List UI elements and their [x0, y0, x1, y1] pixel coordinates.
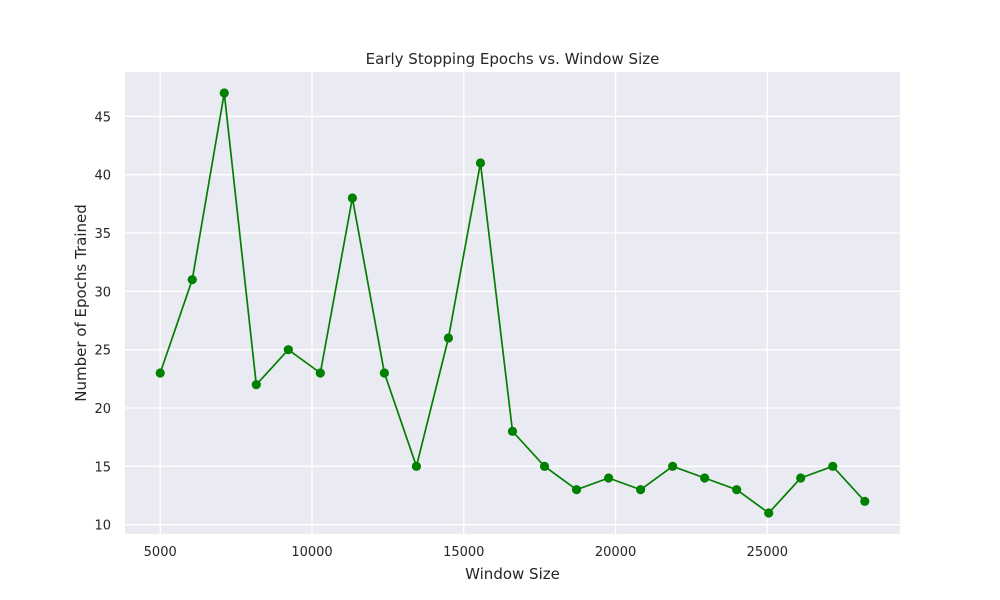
data-point	[379, 368, 389, 378]
data-point	[828, 461, 838, 471]
data-point	[251, 380, 261, 390]
x-tick-label: 20000	[595, 545, 636, 560]
data-point	[571, 485, 582, 495]
data-point	[411, 461, 422, 471]
plot-background	[125, 72, 900, 534]
x-tick-label: 25000	[747, 545, 788, 560]
y-axis-title: Number of Epochs Trained	[72, 204, 90, 402]
data-point	[603, 473, 614, 483]
x-tick-label: 15000	[443, 545, 484, 560]
data-point	[347, 193, 357, 203]
data-point	[187, 275, 197, 285]
x-tick-label: 10000	[291, 545, 332, 560]
chart-title: Early Stopping Epochs vs. Window Size	[366, 50, 660, 68]
data-point	[155, 368, 165, 378]
data-point	[636, 485, 646, 495]
data-point	[283, 345, 293, 355]
data-point	[315, 368, 325, 378]
y-tick-label: 15	[94, 460, 111, 475]
x-axis-ticks: 5000 10000 15000 20000 25000	[144, 545, 788, 560]
data-point	[796, 473, 806, 483]
series-green	[155, 88, 870, 518]
data-point	[668, 461, 678, 471]
y-tick-label: 40	[94, 169, 111, 184]
data-point	[764, 508, 774, 518]
y-tick-label: 35	[94, 227, 111, 242]
data-point	[732, 485, 742, 495]
grid	[125, 72, 900, 534]
y-tick-label: 20	[94, 402, 111, 417]
y-axis-ticks: 10 15 20 25 30 35 40 45	[94, 110, 111, 533]
data-point	[539, 461, 550, 471]
data-point	[475, 158, 486, 168]
y-tick-label: 25	[94, 344, 111, 359]
y-tick-label: 30	[94, 285, 111, 300]
y-tick-label: 10	[94, 519, 111, 534]
x-axis-title: Window Size	[465, 565, 560, 583]
data-point	[860, 496, 870, 506]
y-tick-label: 45	[94, 110, 111, 125]
data-point	[507, 426, 518, 436]
data-point	[443, 333, 454, 343]
x-tick-label: 5000	[144, 545, 177, 560]
data-point	[219, 88, 229, 98]
data-point	[700, 473, 710, 483]
